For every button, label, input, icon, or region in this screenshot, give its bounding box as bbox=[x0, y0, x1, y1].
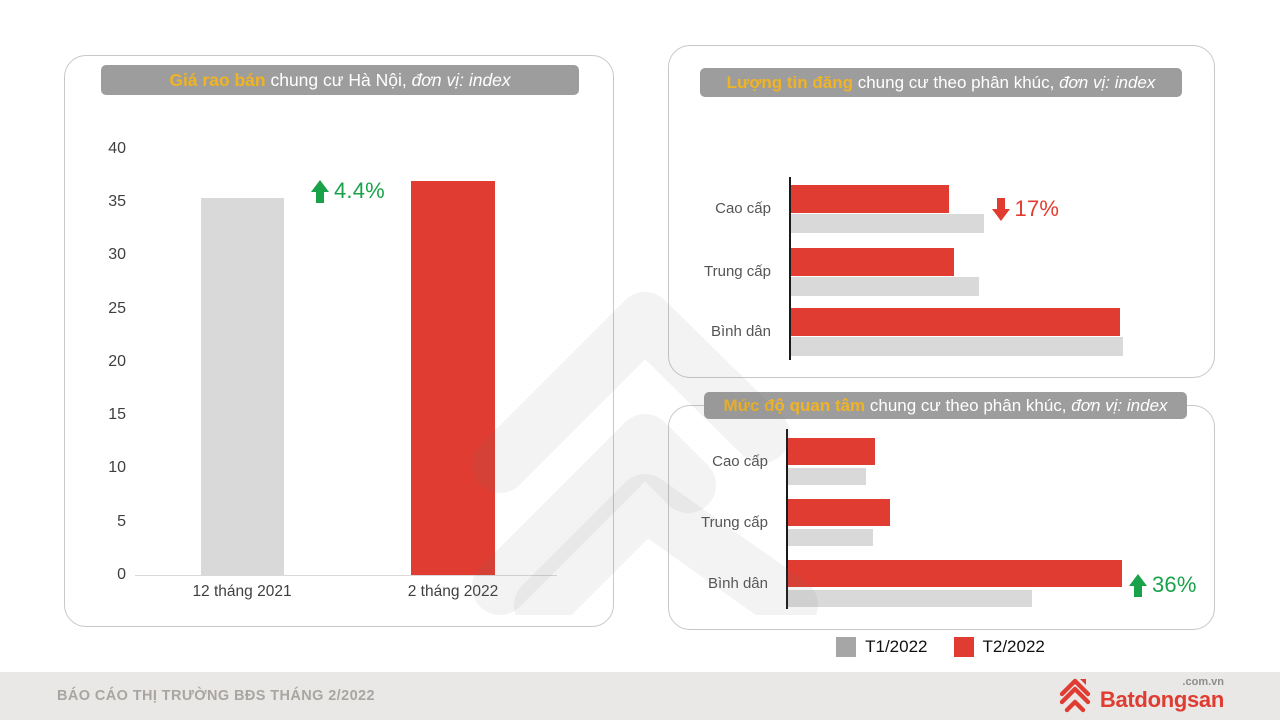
bar-T2/2022 bbox=[791, 308, 1120, 336]
y-axis-line bbox=[786, 429, 788, 609]
title-highlight: Mức độ quan tâm bbox=[723, 395, 866, 415]
up-arrow-icon bbox=[311, 179, 329, 203]
change-annotation: 17% bbox=[991, 196, 1060, 222]
title-unit: đơn vị: index bbox=[1071, 395, 1168, 415]
arrow-stem bbox=[316, 191, 324, 203]
bar-T1/2022 bbox=[791, 337, 1123, 356]
up-arrow-icon bbox=[1129, 573, 1147, 597]
brand-name: Batdongsan bbox=[1099, 687, 1224, 712]
change-annotation: 36% bbox=[1129, 572, 1197, 598]
x-axis-line bbox=[135, 575, 557, 576]
arrow-head bbox=[991, 208, 1010, 221]
price-index-title: Giá rao bán chung cư Hà Nội, đơn vị: ind… bbox=[101, 65, 579, 95]
category-label: Cao cấp bbox=[715, 200, 771, 217]
category-label: Trung cấp bbox=[701, 514, 768, 531]
title-rest: chung cư Hà Nội, bbox=[265, 69, 412, 90]
y-axis-tick-label: 35 bbox=[108, 192, 126, 210]
y-axis-tick-label: 0 bbox=[117, 566, 126, 583]
bar-T1/2022 bbox=[791, 214, 984, 233]
listings-title: Lượng tin đăng chung cư theo phân khúc, … bbox=[700, 68, 1182, 97]
change-annotation: 4.4% bbox=[311, 178, 385, 204]
interest-by-segment-card: Mức độ quan tâm chung cư theo phân khúc,… bbox=[668, 392, 1215, 630]
price-index-plot: 40 35 30 25 20 15 10 5 0 12 tháng 2021 2 tháng 202… bbox=[65, 56, 613, 626]
listings-plot: Cao cấp 17% Trung cấp Bình dân bbox=[669, 46, 1214, 377]
arrow-head bbox=[1129, 573, 1147, 586]
legend-swatch-t2-2022 bbox=[953, 637, 974, 657]
brand-domain: .com.vn bbox=[1182, 676, 1224, 688]
legend-label: T2/2022 bbox=[982, 637, 1045, 656]
legend-swatch-t1-2022 bbox=[836, 637, 857, 657]
legend-item-t2: T2/2022 bbox=[953, 637, 1045, 657]
legend-label: T1/2022 bbox=[865, 637, 928, 656]
title-unit: đơn vị: index bbox=[1059, 72, 1156, 92]
y-axis-line bbox=[789, 177, 791, 360]
bar-T2/2022 bbox=[788, 499, 890, 526]
brand-logo: .com.vn Batdongsan bbox=[1057, 676, 1224, 716]
footer-bar: BÁO CÁO THỊ TRƯỜNG BĐS THÁNG 2/2022 .com… bbox=[0, 672, 1280, 720]
bar-T1/2022 bbox=[788, 529, 874, 546]
y-axis-tick-label: 40 bbox=[108, 139, 126, 157]
legend-item-t1: T1/2022 bbox=[836, 637, 928, 657]
bar-T1/2022 bbox=[788, 468, 867, 485]
bar-T2/2022 bbox=[411, 180, 495, 575]
down-arrow-icon bbox=[991, 197, 1010, 221]
listings-by-segment-card: Lượng tin đăng chung cư theo phân khúc, … bbox=[668, 45, 1215, 378]
category-label: Trung cấp bbox=[704, 263, 771, 280]
annotation-value: 4.4% bbox=[334, 178, 385, 203]
title-unit: đơn vị: index bbox=[411, 69, 511, 90]
bar-T1/2022 bbox=[791, 277, 979, 296]
arrow-head bbox=[311, 179, 329, 192]
report-title: BÁO CÁO THỊ TRƯỜNG BĐS THÁNG 2/2022 bbox=[57, 688, 375, 704]
category-label: Bình dân bbox=[710, 323, 771, 340]
category-label: 2 tháng 2022 bbox=[407, 583, 499, 600]
bar-T2/2022 bbox=[788, 438, 875, 465]
bar-T2/2022 bbox=[788, 560, 1122, 587]
legend: T1/2022 T2/2022 bbox=[668, 637, 1213, 657]
annotation-value: 36% bbox=[1152, 572, 1197, 597]
title-rest: chung cư theo phân khúc, bbox=[853, 72, 1060, 92]
bar-T2/2022 bbox=[791, 248, 954, 276]
price-index-card: Giá rao bán chung cư Hà Nội, đơn vị: ind… bbox=[64, 55, 614, 627]
title-highlight: Giá rao bán bbox=[169, 69, 266, 90]
y-axis-tick-label: 10 bbox=[108, 459, 126, 477]
bar-T1/2022 bbox=[788, 590, 1032, 607]
y-axis-tick-label: 5 bbox=[117, 512, 126, 530]
bar-T1/2022 bbox=[200, 197, 284, 575]
y-axis-tick-label: 15 bbox=[108, 406, 126, 424]
category-label: Cao cấp bbox=[712, 453, 768, 470]
y-axis-tick-label: 20 bbox=[108, 352, 126, 370]
y-axis-tick-label: 30 bbox=[108, 246, 126, 264]
batdongsan-logo-icon bbox=[1059, 678, 1091, 713]
arrow-stem bbox=[996, 197, 1005, 209]
title-highlight: Lượng tin đăng bbox=[726, 72, 853, 92]
y-axis-tick-label: 25 bbox=[108, 299, 126, 317]
category-label: 12 tháng 2021 bbox=[192, 583, 292, 600]
title-rest: chung cư theo phân khúc, bbox=[865, 395, 1072, 415]
bar-T2/2022 bbox=[791, 185, 949, 213]
interest-title: Mức độ quan tâm chung cư theo phân khúc,… bbox=[704, 392, 1187, 419]
arrow-stem bbox=[1134, 585, 1142, 597]
interest-plot: Cao cấp Trung cấp Bình dân 36% bbox=[669, 406, 1214, 629]
category-label: Bình dân bbox=[707, 575, 768, 592]
annotation-value: 17% bbox=[1014, 196, 1060, 221]
brand-text: .com.vn Batdongsan bbox=[1099, 676, 1224, 712]
